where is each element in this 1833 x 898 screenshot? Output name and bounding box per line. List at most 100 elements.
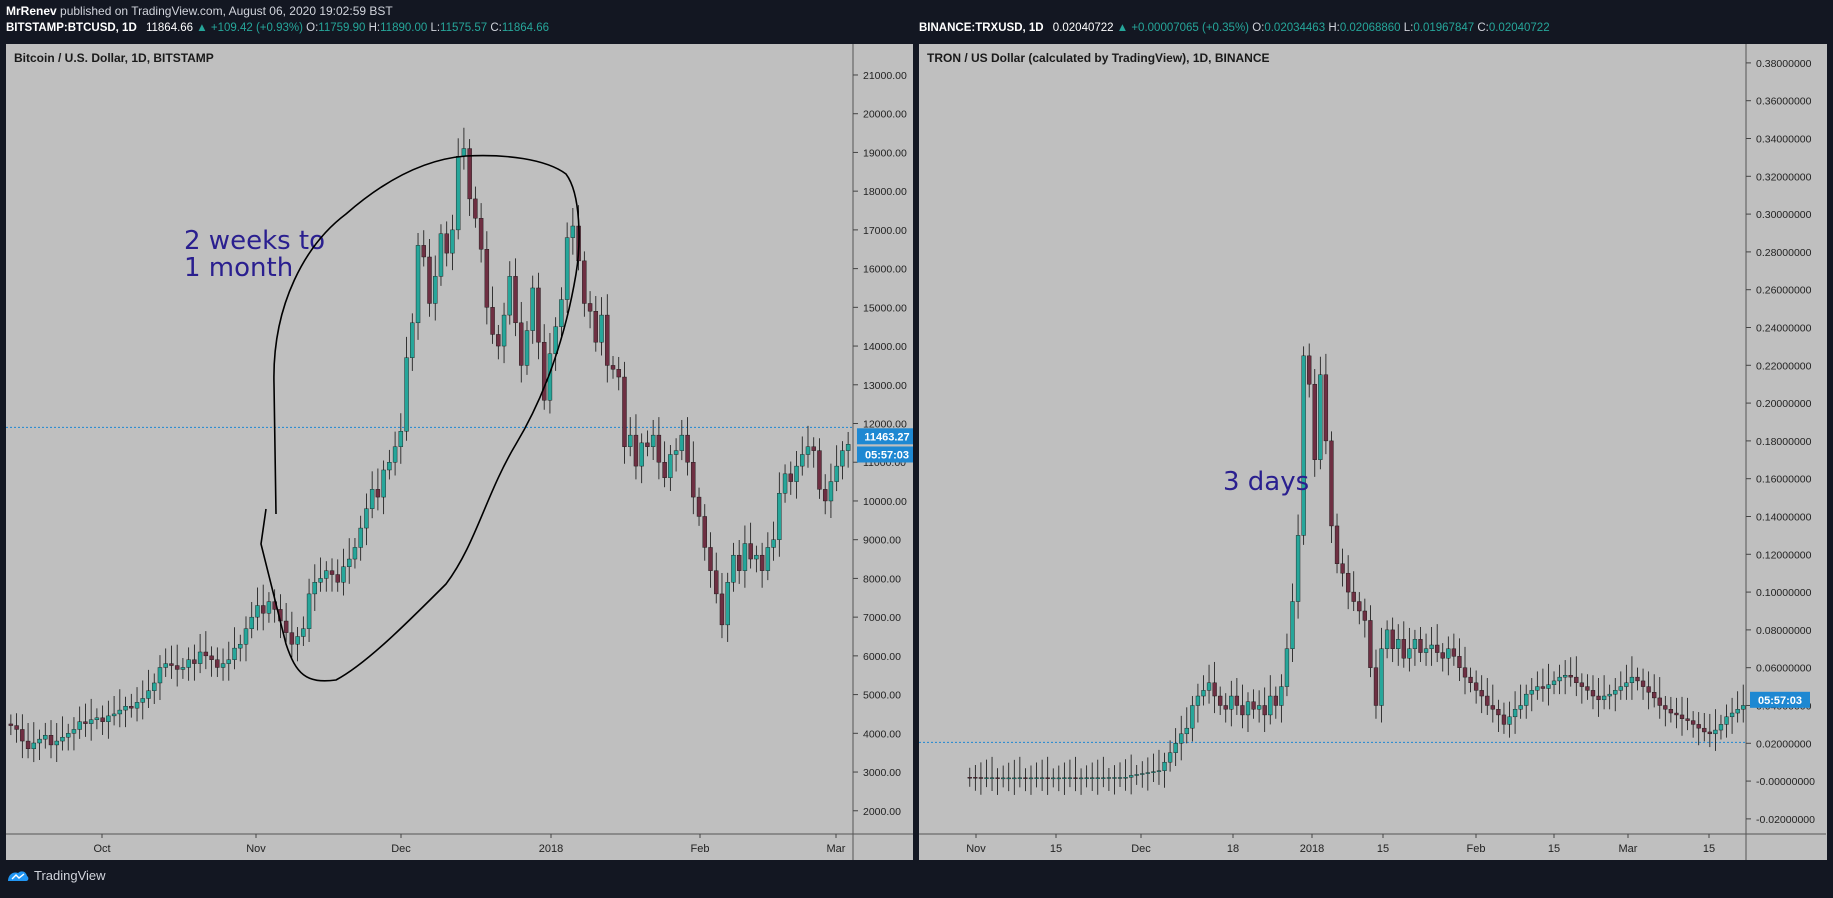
x-tick-label: Oct (93, 843, 110, 855)
candle-body (1624, 682, 1629, 687)
y-tick-label: 0.38000000 (1756, 58, 1812, 70)
candle-body (995, 777, 1000, 779)
candle-body (1073, 777, 1078, 779)
candle-body (1056, 777, 1061, 780)
y-tick-label: 0.34000000 (1756, 133, 1812, 145)
candle-body (564, 237, 570, 300)
candle-body (1663, 705, 1668, 710)
candle-body (1585, 686, 1590, 691)
candle-body (834, 465, 839, 482)
candle-body (140, 698, 145, 703)
y-tick-label: 10000.00 (863, 496, 907, 508)
candle-body (1702, 727, 1707, 733)
y-tick-label: 0.02000000 (1756, 738, 1812, 750)
candle-body (736, 554, 742, 571)
candle-body (1429, 644, 1434, 649)
candle-body (1295, 535, 1301, 602)
candle-body (1012, 777, 1017, 780)
candle-body (157, 667, 163, 684)
candle-body (1156, 770, 1162, 772)
y-tick-label: 0.18000000 (1756, 436, 1812, 448)
left-o-label: O: (306, 22, 319, 34)
candle-body (1607, 693, 1612, 697)
candle-body (215, 659, 220, 668)
candle-body (66, 733, 71, 738)
x-tick-label: 15 (1548, 843, 1560, 855)
candle-body (461, 148, 467, 157)
candle-body (1563, 675, 1568, 678)
annotation-text: 3 days (1223, 467, 1309, 497)
candle-body (1218, 695, 1223, 706)
candle-body (100, 717, 105, 722)
candle-body (163, 663, 168, 668)
candle-body (805, 446, 811, 455)
candle-body (1440, 652, 1445, 659)
author-name[interactable]: MrRenev (6, 4, 57, 18)
candle-body (1741, 705, 1746, 710)
candle-body (679, 434, 685, 451)
candle-body (1201, 690, 1206, 697)
candle-body (777, 493, 782, 540)
candle-body (203, 651, 209, 657)
candle-body (1279, 686, 1284, 706)
right-l-label: L: (1403, 22, 1414, 34)
candle-body (1173, 743, 1178, 753)
candle-body (1212, 682, 1217, 697)
candle-body (1229, 695, 1234, 710)
candle-body (828, 481, 834, 502)
right-low: 0.01967847 (1413, 22, 1475, 34)
candle-body (1245, 701, 1251, 716)
candle-body (186, 659, 191, 668)
candle-body (1468, 676, 1473, 684)
candle-body (238, 644, 243, 649)
trx-chart[interactable]: TRON / US Dollar (calculated by TradingV… (919, 44, 1827, 860)
candle-body (610, 365, 616, 370)
y-tick-label: 18000.00 (863, 186, 907, 198)
candle-body (54, 740, 59, 746)
publish-info: MrRenev published on TradingView.com, Au… (6, 4, 393, 18)
candle-body (513, 276, 518, 324)
candle-body (1051, 777, 1056, 780)
candle-body (226, 659, 231, 664)
candle-body (788, 473, 793, 482)
candle-body (1329, 440, 1334, 527)
candle-body (501, 314, 507, 347)
candle-body (496, 334, 501, 347)
candle-body (1023, 777, 1028, 779)
candle-body (1346, 572, 1351, 593)
y-tick-label: 13000.00 (863, 380, 907, 392)
y-tick-label: 0.08000000 (1756, 625, 1812, 637)
y-tick-label: 0.12000000 (1756, 549, 1812, 561)
y-tick-label: 19000.00 (863, 147, 907, 159)
candle-body (48, 735, 54, 746)
y-tick-label: 5000.00 (863, 690, 901, 702)
left-l-label: L: (430, 22, 441, 34)
candle-body (731, 554, 736, 583)
candle-body (622, 376, 627, 447)
candle-body (1646, 686, 1651, 693)
candle-body (1351, 591, 1356, 602)
candle-body (536, 287, 541, 343)
btc-chart-panel[interactable]: Bitcoin / U.S. Dollar, 1D, BITSTAMP 21000… (6, 44, 913, 860)
candle-body (1095, 777, 1100, 779)
candle-body (1668, 709, 1674, 714)
candle-body (1090, 777, 1095, 779)
candle-body (1028, 777, 1034, 780)
tradingview-footer[interactable]: TradingView (6, 868, 106, 883)
btc-chart[interactable]: Bitcoin / U.S. Dollar, 1D, BITSTAMP 21000… (6, 44, 913, 860)
candle-body (1045, 777, 1050, 779)
candle-body (1179, 733, 1184, 744)
trx-chart-panel[interactable]: TRON / US Dollar (calculated by TradingV… (919, 44, 1827, 860)
x-tick-label: 2018 (539, 843, 563, 855)
candle-body (984, 777, 989, 779)
candle-body (438, 233, 444, 277)
candle-body (1652, 692, 1657, 699)
y-tick-label: -0.02000000 (1756, 814, 1815, 826)
last-price-box (857, 428, 913, 445)
publish-text: published on TradingView.com, August 06,… (60, 4, 393, 18)
candle-body (467, 148, 472, 200)
candle-body (1618, 686, 1623, 691)
x-tick-label: 18 (1227, 843, 1239, 855)
candle-body (719, 593, 725, 626)
candle-body (25, 740, 31, 750)
